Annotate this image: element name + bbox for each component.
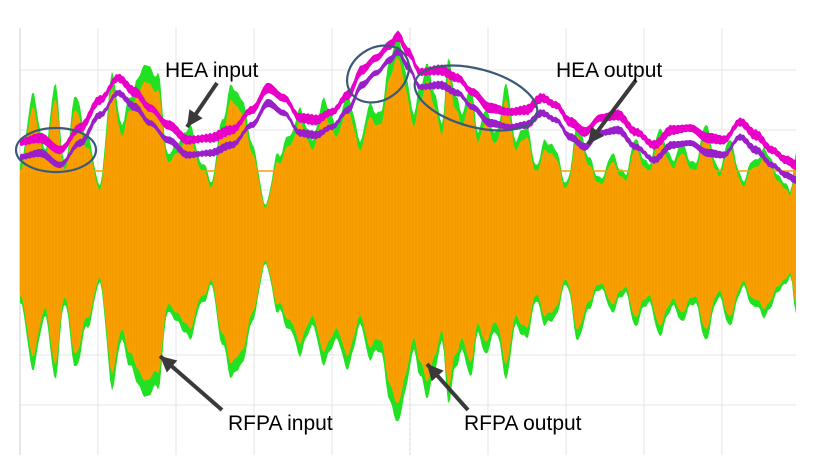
hea-output-trace <box>20 46 796 185</box>
hea-input-trace <box>20 30 796 171</box>
label-rfpa-input: RFPA input <box>228 412 333 435</box>
highlight-ellipse-after-peak <box>413 64 539 132</box>
highlight-ellipse-left-start <box>14 126 98 174</box>
label-hea-input: HEA input <box>165 59 259 82</box>
rfpa-output-waveform <box>20 57 796 404</box>
envelope-traces <box>20 30 796 185</box>
arrow-hea-input-head <box>187 109 203 127</box>
annotation-arrows <box>158 78 638 412</box>
label-hea-output: HEA output <box>556 59 662 82</box>
arrow-rfpa-input-head <box>160 356 178 373</box>
label-rfpa-output: RFPA output <box>464 412 582 435</box>
arrow-rfpa-output-head <box>427 364 444 382</box>
highlight-ellipses <box>14 44 539 174</box>
arrow-hea-output-head <box>588 126 604 144</box>
rfpa-output-carrier <box>19 63 795 399</box>
highlight-ellipse-center-peak <box>346 44 410 104</box>
rf-waveforms <box>19 38 796 422</box>
